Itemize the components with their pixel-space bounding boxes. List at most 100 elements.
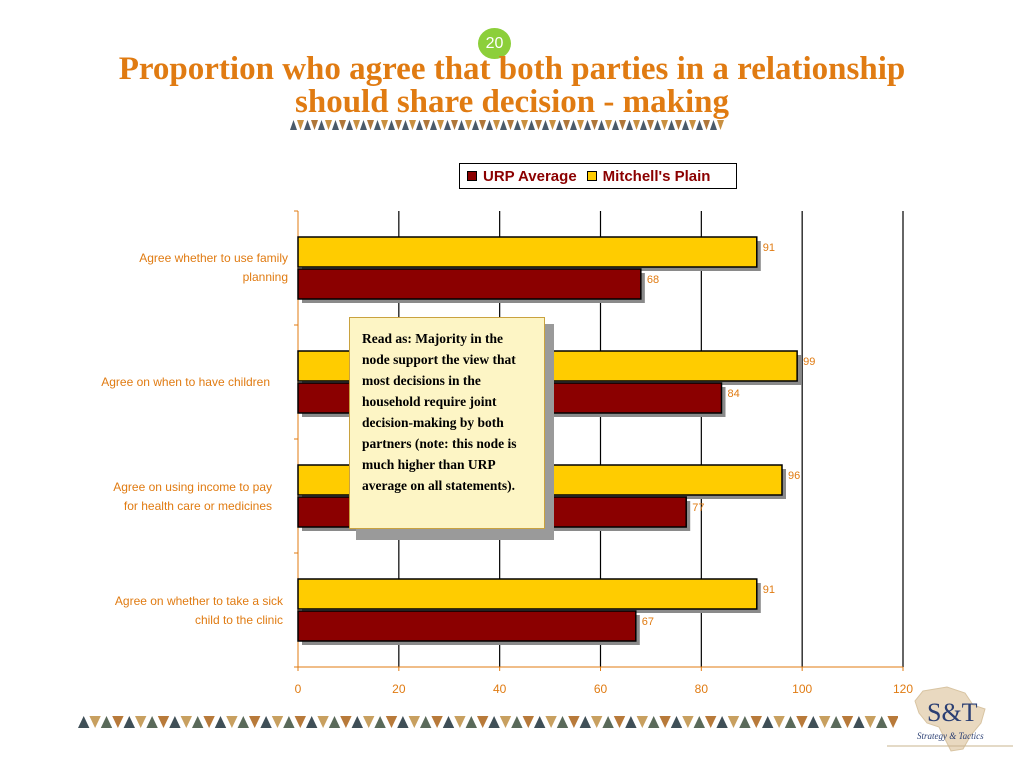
x-tick-label-20: 20 bbox=[392, 682, 406, 696]
category-label-sick-child: Agree on whether to take a sick child to… bbox=[114, 594, 283, 627]
decor-triangle bbox=[311, 120, 318, 130]
decor-triangle bbox=[454, 716, 466, 728]
decor-triangle bbox=[472, 120, 479, 130]
decor-triangle bbox=[353, 120, 360, 130]
decor-triangle bbox=[100, 716, 113, 728]
decor-triangle bbox=[710, 120, 717, 130]
africa-logo-icon bbox=[887, 686, 1013, 752]
decor-triangle bbox=[304, 120, 311, 130]
decor-triangle bbox=[318, 120, 325, 130]
decor-triangle bbox=[570, 120, 577, 130]
decor-triangle bbox=[528, 120, 535, 130]
decor-triangle bbox=[493, 120, 500, 130]
decor-triangle bbox=[488, 716, 500, 728]
decor-triangle bbox=[444, 120, 451, 130]
decor-triangle bbox=[521, 120, 528, 130]
category-label-family-planning: Agree whether to use family planning bbox=[139, 251, 288, 284]
decor-triangle bbox=[647, 120, 654, 130]
decor-triangle bbox=[534, 716, 546, 728]
decor-triangle bbox=[654, 120, 661, 130]
decor-triangle bbox=[325, 120, 332, 130]
decor-triangle bbox=[297, 120, 304, 130]
decor-triangle bbox=[507, 120, 514, 130]
decor-triangle bbox=[283, 716, 295, 728]
decor-triangle bbox=[237, 716, 249, 728]
legend-item-urp: URP Average bbox=[467, 168, 577, 185]
decor-triangle bbox=[385, 716, 398, 728]
decor-triangle bbox=[535, 120, 542, 130]
data-label-mitchells-plain-1: 99 bbox=[803, 356, 815, 368]
decor-triangle bbox=[416, 120, 423, 130]
decor-triangle bbox=[556, 120, 563, 130]
decor-triangle bbox=[807, 716, 819, 728]
decor-triangle bbox=[499, 716, 512, 728]
decor-triangle bbox=[146, 716, 158, 728]
decor-triangle bbox=[675, 120, 682, 130]
decor-triangle bbox=[705, 716, 717, 728]
x-tick-label-60: 60 bbox=[594, 682, 608, 696]
decor-triangle bbox=[819, 716, 831, 728]
legend-swatch-mitchells-plain bbox=[586, 171, 597, 181]
x-tick-label-40: 40 bbox=[493, 682, 507, 696]
decor-triangle bbox=[402, 120, 409, 130]
legend-swatch-urp bbox=[467, 171, 477, 181]
decor-triangle bbox=[437, 120, 444, 130]
decor-triangle bbox=[226, 716, 238, 728]
decor-triangle bbox=[477, 716, 489, 728]
x-tick-label-0: 0 bbox=[295, 682, 302, 696]
decor-triangle bbox=[420, 716, 432, 728]
decor-triangle bbox=[584, 120, 591, 130]
decor-triangle bbox=[317, 716, 329, 728]
decor-triangle bbox=[864, 716, 876, 728]
decor-triangle bbox=[682, 716, 694, 728]
decor-triangle bbox=[214, 716, 227, 728]
data-label-urp-0: 68 bbox=[647, 274, 659, 286]
chart-legend: URP Average Mitchell's Plain bbox=[459, 163, 737, 189]
decor-triangle bbox=[696, 120, 703, 130]
slide-number-badge: 20 bbox=[478, 28, 511, 59]
decor-triangle bbox=[169, 716, 181, 728]
decor-triangle bbox=[542, 120, 549, 130]
decor-triangle bbox=[388, 120, 395, 130]
decor-triangle bbox=[661, 120, 668, 130]
decor-triangle bbox=[545, 716, 557, 728]
data-label-urp-2: 77 bbox=[692, 502, 704, 514]
decor-triangle bbox=[332, 120, 339, 130]
decor-triangle bbox=[78, 716, 90, 728]
x-tick-label-100: 100 bbox=[792, 682, 812, 696]
x-tick-label-80: 80 bbox=[695, 682, 709, 696]
footer-decoration bbox=[78, 716, 898, 728]
decor-triangle bbox=[423, 120, 430, 130]
data-label-urp-1: 84 bbox=[728, 388, 740, 400]
data-label-mitchells-plain-3: 91 bbox=[763, 584, 775, 596]
decor-triangle bbox=[89, 716, 101, 728]
decor-triangle bbox=[203, 716, 215, 728]
title-decoration bbox=[290, 120, 724, 130]
decor-triangle bbox=[522, 716, 534, 728]
decor-triangle bbox=[374, 716, 386, 728]
decor-triangle bbox=[598, 120, 605, 130]
decor-triangle bbox=[465, 120, 472, 130]
decor-triangle bbox=[367, 120, 374, 130]
decor-triangle bbox=[351, 716, 363, 728]
decor-triangle bbox=[613, 716, 626, 728]
decor-triangle bbox=[659, 716, 671, 728]
decor-triangle bbox=[716, 716, 728, 728]
decor-triangle bbox=[796, 716, 808, 728]
decor-triangle bbox=[762, 716, 774, 728]
decor-triangle bbox=[442, 716, 455, 728]
decor-triangle bbox=[112, 716, 124, 728]
decor-triangle bbox=[381, 120, 388, 130]
decor-triangle bbox=[579, 716, 591, 728]
decor-triangle bbox=[773, 716, 785, 728]
decor-triangle bbox=[192, 716, 204, 728]
decor-triangle bbox=[717, 120, 724, 130]
decor-triangle bbox=[784, 716, 797, 728]
data-label-mitchells-plain-2: 96 bbox=[788, 470, 800, 482]
decor-triangle bbox=[511, 716, 523, 728]
decor-triangle bbox=[693, 716, 705, 728]
decor-triangle bbox=[363, 716, 375, 728]
decor-triangle bbox=[703, 120, 710, 130]
decor-triangle bbox=[727, 716, 740, 728]
decor-triangle bbox=[689, 120, 696, 130]
